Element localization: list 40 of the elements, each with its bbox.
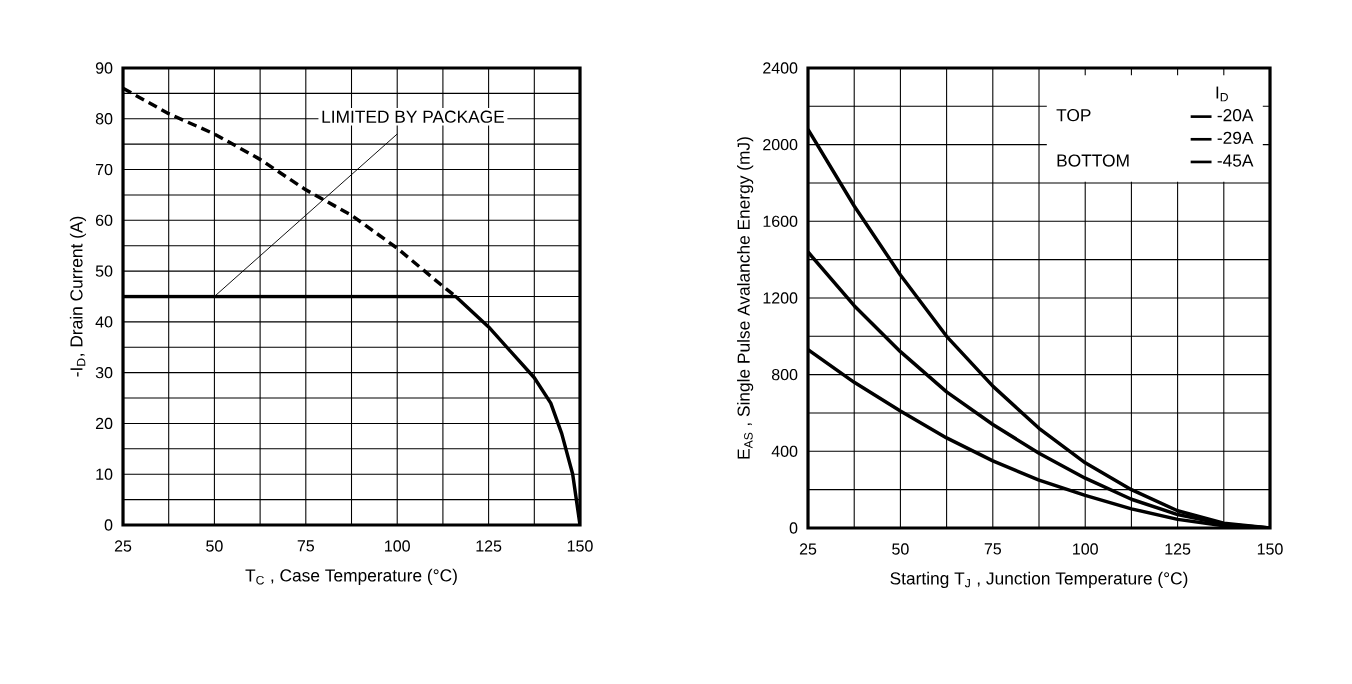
y-tick-label: 0 <box>104 519 113 531</box>
legend-title: I$_{D}$ <box>1216 86 1228 102</box>
x-axis-title: T$_{C}$ , Case Temperature (°C) <box>245 568 457 585</box>
annotation: BOTTOM <box>1057 154 1129 167</box>
y-tick-label: 0 <box>789 522 798 534</box>
y-tick-label: 80 <box>95 113 113 125</box>
x-tick-label: 125 <box>476 540 502 552</box>
x-tick-label: 150 <box>1257 543 1283 555</box>
y-tick-label: 400 <box>771 445 798 457</box>
legend-label: -45A <box>1217 154 1254 167</box>
x-tick-label: 75 <box>297 540 315 552</box>
x-tick-label: 100 <box>385 540 410 552</box>
y-tick-label: 1600 <box>763 215 798 227</box>
y-axis-title: -I$_{D}$, Drain Current (A) <box>69 216 87 377</box>
y-tick-label: 40 <box>95 316 113 328</box>
x-tick-label: 150 <box>567 540 593 552</box>
y-tick-label: 800 <box>771 368 798 381</box>
legend-label: -20A <box>1217 109 1254 122</box>
y-axis-title: E$_{AS}$ , Single Pulse Avalanche Energy (mJ) <box>737 137 754 459</box>
x-tick-label: 75 <box>984 543 1002 555</box>
y-tick-label: 30 <box>95 367 113 379</box>
x-tick-label: 50 <box>892 543 909 555</box>
y-tick-label: 50 <box>95 265 113 277</box>
y-tick-label: 20 <box>95 417 113 430</box>
x-tick-label: 100 <box>1073 543 1098 555</box>
x-tick-label: 125 <box>1165 543 1191 555</box>
y-tick-label: 90 <box>95 62 113 74</box>
y-tick-label: 2400 <box>763 62 798 74</box>
legend-label: -29A <box>1217 131 1254 144</box>
y-tick-label: 2000 <box>763 138 798 151</box>
y-tick-label: 1200 <box>763 292 798 304</box>
annotation: LIMITED BY PACKAGE <box>322 110 505 123</box>
annotation: TOP <box>1056 109 1091 122</box>
y-tick-label: 70 <box>95 163 113 176</box>
x-tick-label: 25 <box>114 540 132 552</box>
x-tick-label: 50 <box>206 540 223 552</box>
x-tick-label: 25 <box>799 543 817 555</box>
x-axis-title: Starting T$_{J}$ , Junction Temperature (°C) <box>890 571 1188 588</box>
y-tick-label: 10 <box>96 468 113 480</box>
y-tick-label: 60 <box>95 214 113 226</box>
